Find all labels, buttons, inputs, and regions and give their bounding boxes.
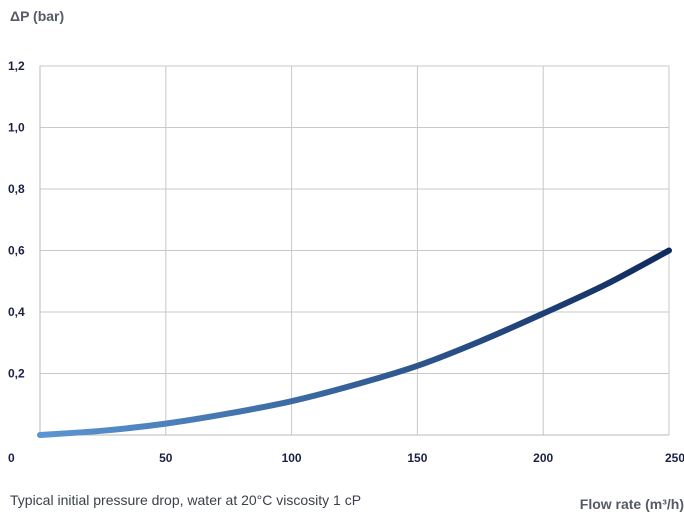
y-tick-label: 0,8 bbox=[8, 182, 25, 196]
chart-caption: Typical initial pressure drop, water at … bbox=[10, 492, 362, 508]
y-tick-label: 0,4 bbox=[8, 305, 25, 319]
grid bbox=[40, 65, 670, 435]
x-tick-label: 50 bbox=[159, 451, 173, 465]
y-tick-label: 1,0 bbox=[8, 121, 25, 135]
x-tick-label: 100 bbox=[282, 451, 302, 465]
axes bbox=[39, 66, 669, 436]
y-axis-title: ΔP (bar) bbox=[10, 8, 64, 24]
y-tick-labels: 1,2 1,0 0,8 0,6 0,4 0,2 bbox=[8, 59, 25, 381]
series-line bbox=[37, 247, 672, 438]
x-tick-label: 200 bbox=[533, 451, 553, 465]
x-tick-label: 150 bbox=[407, 451, 427, 465]
y-tick-label: 0,6 bbox=[8, 244, 25, 258]
x-axis-title: Flow rate (m³/h) bbox=[580, 496, 684, 512]
x-tick-label: 0 bbox=[8, 451, 15, 465]
x-tick-labels: 0 50 100 150 200 250 bbox=[8, 451, 684, 465]
y-tick-label: 0,2 bbox=[8, 367, 25, 381]
y-tick-label: 1,2 bbox=[8, 59, 25, 73]
x-tick-label: 250 bbox=[665, 451, 684, 465]
